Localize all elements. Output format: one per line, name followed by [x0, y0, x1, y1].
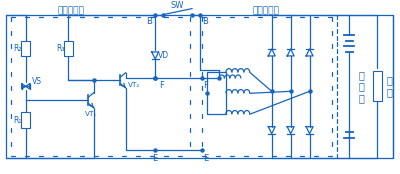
Text: B: B: [146, 17, 152, 26]
Text: 电子调节器: 电子调节器: [57, 6, 84, 15]
Bar: [21, 112, 30, 128]
Text: B: B: [202, 17, 208, 26]
Text: 蓄
电
池: 蓄 电 池: [358, 70, 364, 103]
Text: 负
载: 负 载: [386, 76, 392, 97]
Bar: [373, 71, 382, 101]
Text: E: E: [203, 154, 209, 163]
Text: R₂: R₂: [14, 44, 22, 53]
Text: VT₂: VT₂: [128, 82, 140, 88]
Text: VS: VS: [32, 77, 42, 86]
Text: SW: SW: [170, 1, 184, 10]
Text: F: F: [204, 81, 208, 90]
Text: VD: VD: [158, 51, 169, 60]
Text: R₁: R₁: [14, 116, 22, 125]
Bar: [21, 41, 30, 56]
Text: 交流发电机: 交流发电机: [252, 6, 279, 15]
Text: E: E: [152, 154, 158, 163]
Text: R₃: R₃: [56, 44, 65, 53]
Text: F: F: [159, 81, 164, 90]
Text: VT₁: VT₁: [85, 111, 98, 117]
Bar: [64, 41, 73, 56]
